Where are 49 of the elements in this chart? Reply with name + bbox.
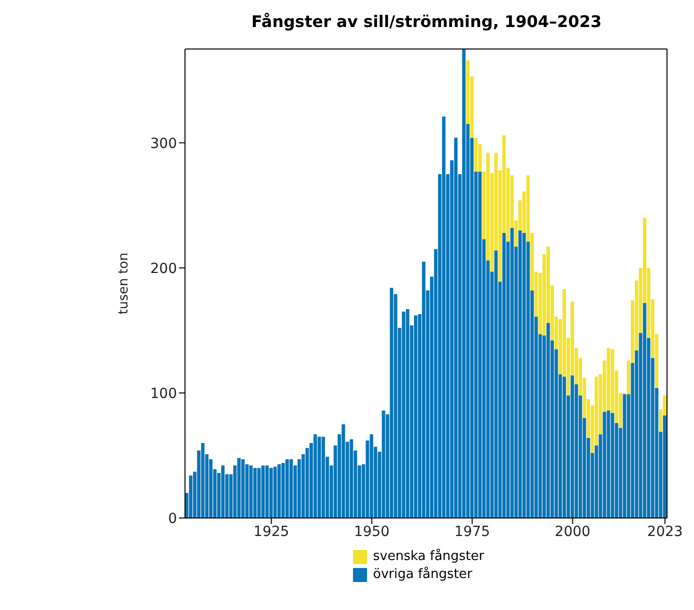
bar — [478, 172, 482, 518]
bar — [322, 436, 325, 518]
bar — [189, 475, 192, 518]
x-tick-label: 1925 — [254, 524, 290, 540]
bar — [342, 424, 346, 518]
legend-label: svenska fångster — [373, 548, 484, 566]
bar — [510, 228, 514, 518]
bar — [281, 462, 285, 518]
bar — [422, 262, 426, 518]
bar — [402, 312, 406, 518]
bar — [390, 288, 394, 518]
bar — [201, 442, 204, 518]
bar — [462, 49, 466, 518]
y-tick-label: 300 — [150, 136, 177, 152]
bar — [602, 412, 606, 518]
bar — [662, 415, 666, 518]
bar — [546, 322, 550, 518]
legend-label: övriga fångster — [373, 566, 472, 584]
bar — [454, 138, 458, 518]
bar — [414, 315, 418, 518]
bar — [237, 458, 241, 518]
bar — [474, 138, 478, 172]
bar — [241, 459, 245, 518]
x-tick-label: 2023 — [647, 524, 683, 540]
bar — [289, 459, 293, 518]
bar — [273, 466, 277, 518]
y-tick-label: 100 — [150, 386, 177, 402]
y-axis-title: tusen ton — [116, 252, 132, 314]
x-tick-label: 1950 — [354, 524, 390, 540]
bar — [269, 468, 273, 518]
bar — [221, 465, 225, 518]
bar — [442, 116, 446, 518]
bar — [642, 302, 646, 518]
bar — [350, 439, 354, 518]
bar — [518, 230, 522, 518]
x-tick-label: 2000 — [554, 524, 590, 540]
bar — [265, 465, 269, 518]
bar — [285, 459, 289, 518]
bar — [277, 464, 281, 518]
bar — [522, 232, 526, 518]
x-tick-label: 1975 — [454, 524, 490, 540]
bar — [406, 309, 410, 518]
bar — [314, 434, 317, 518]
bar — [318, 436, 321, 518]
bar — [562, 376, 566, 518]
y-tick-label: 0 — [168, 510, 177, 527]
y-tick-label: 200 — [150, 260, 177, 277]
bar — [570, 375, 574, 518]
chart-title: Fångster av sill/strömming, 1904–2023 — [250, 12, 603, 31]
